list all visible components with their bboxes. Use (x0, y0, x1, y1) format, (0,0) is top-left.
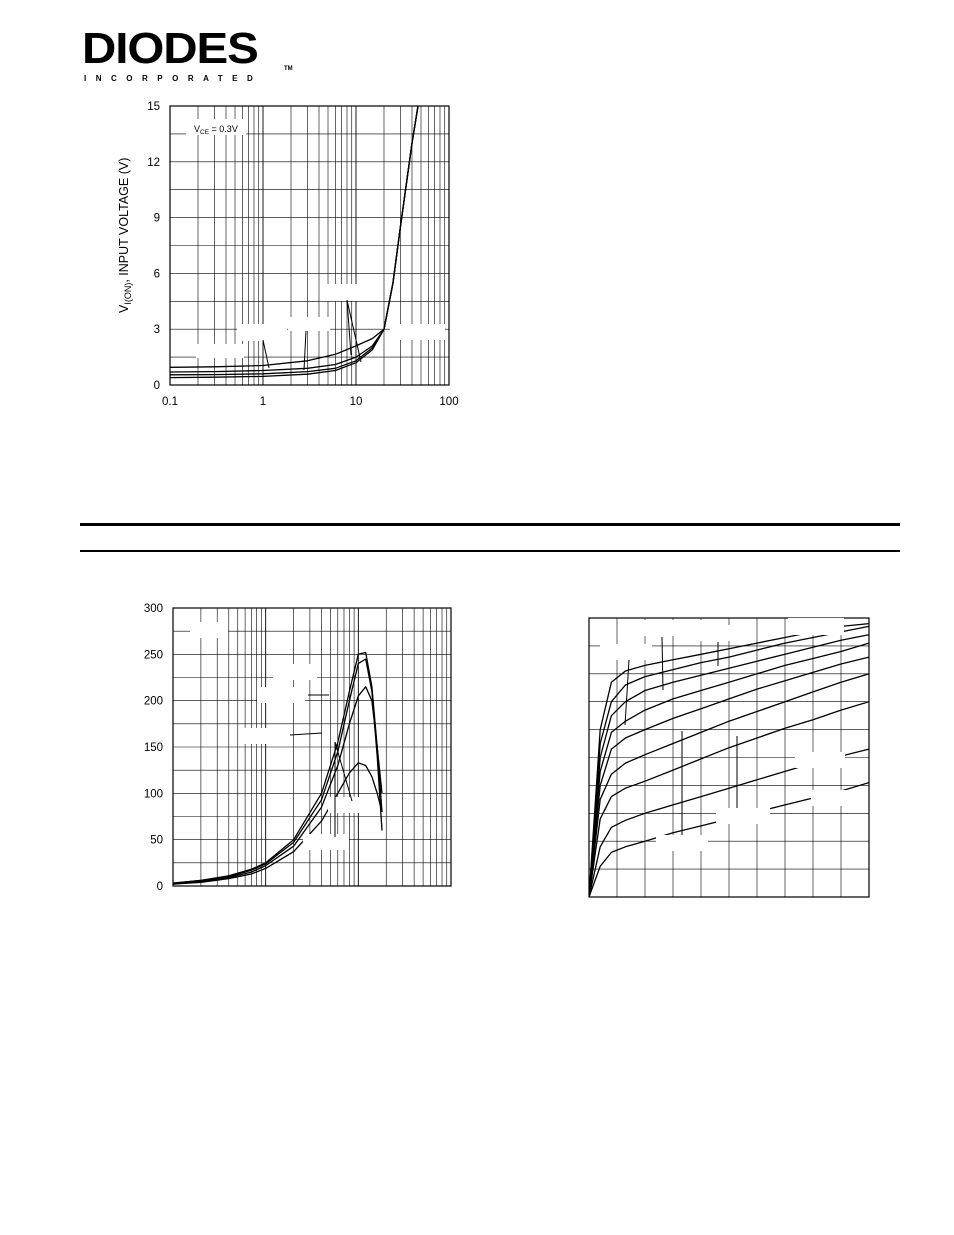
plot-frame (588, 617, 870, 898)
y-tick-label: 3 (154, 324, 160, 336)
y-tick-label: 200 (144, 696, 163, 708)
logo-subline: INCORPORATED (84, 74, 263, 83)
y-tick-label: 0 (154, 380, 160, 392)
x-tick-label: 10 (350, 396, 363, 408)
series-group (173, 651, 383, 885)
y-tick-label: 300 (144, 603, 163, 615)
y-tick-label: 0 (157, 881, 163, 893)
series-line-4 (589, 642, 869, 897)
y-tick-labels: 0 50 100 150 200 250 300 (144, 603, 163, 893)
y-tick-label: 15 (147, 101, 160, 113)
series-line-5 (589, 656, 869, 897)
vce-annotation: VCE = 0.3V (186, 119, 246, 136)
logo-trademark: TM (284, 66, 293, 72)
series-line-4 (170, 106, 419, 379)
section-rule-top (80, 523, 900, 526)
y-tick-label: 12 (147, 157, 160, 169)
series-line-1 (173, 651, 383, 884)
curve-label-boxes (600, 618, 865, 851)
y-tick-label: 100 (144, 788, 163, 800)
annotation-arrows (262, 299, 362, 371)
y-tick-label: 150 (144, 742, 163, 754)
grid (172, 608, 451, 886)
input-voltage-chart: 0 3 6 9 12 15 0.1 1 10 100 VI(ON), INPUT VOLTAGE… (117, 101, 459, 408)
curve-label-boxes (190, 622, 372, 850)
series-line-7 (589, 701, 869, 897)
series-line-3 (173, 686, 383, 885)
annotation-arrows (624, 636, 738, 835)
y-tick-label: 9 (154, 213, 160, 225)
x-tick-labels: 0.1 1 10 100 (162, 396, 459, 408)
x-tick-label: 0.1 (162, 396, 178, 408)
series-line-4 (173, 762, 383, 885)
section-rule-bottom (80, 550, 900, 552)
x-tick-label: 100 (439, 396, 458, 408)
output-characteristics-chart (588, 617, 870, 898)
plot-frame (172, 607, 452, 887)
x-tick-label: 1 (260, 396, 266, 408)
plot-frame (169, 105, 450, 386)
grid (169, 106, 449, 385)
y-tick-labels: 0 3 6 9 12 15 (147, 101, 160, 392)
y-tick-label: 50 (150, 835, 163, 847)
series-line-2 (589, 625, 869, 897)
y-tick-label: 6 (154, 268, 160, 280)
annotation-arrows (289, 694, 353, 837)
y-tick-label: 250 (144, 649, 163, 661)
series-line-3 (589, 634, 869, 897)
peak-curve-chart: 0 50 100 150 200 250 300 (144, 603, 452, 893)
curve-label-boxes (196, 284, 445, 358)
series-line-6 (589, 673, 869, 897)
y-axis-label: VI(ON), INPUT VOLTAGE (V) (117, 158, 133, 313)
logo-wordmark: DIODES (82, 24, 259, 73)
svg-text:VCE = 0.3V: VCE = 0.3V (194, 124, 238, 136)
series-group (170, 106, 419, 379)
series-line-2 (173, 658, 383, 884)
diodes-logo: DIODES INCORPORATED TM (82, 24, 293, 86)
